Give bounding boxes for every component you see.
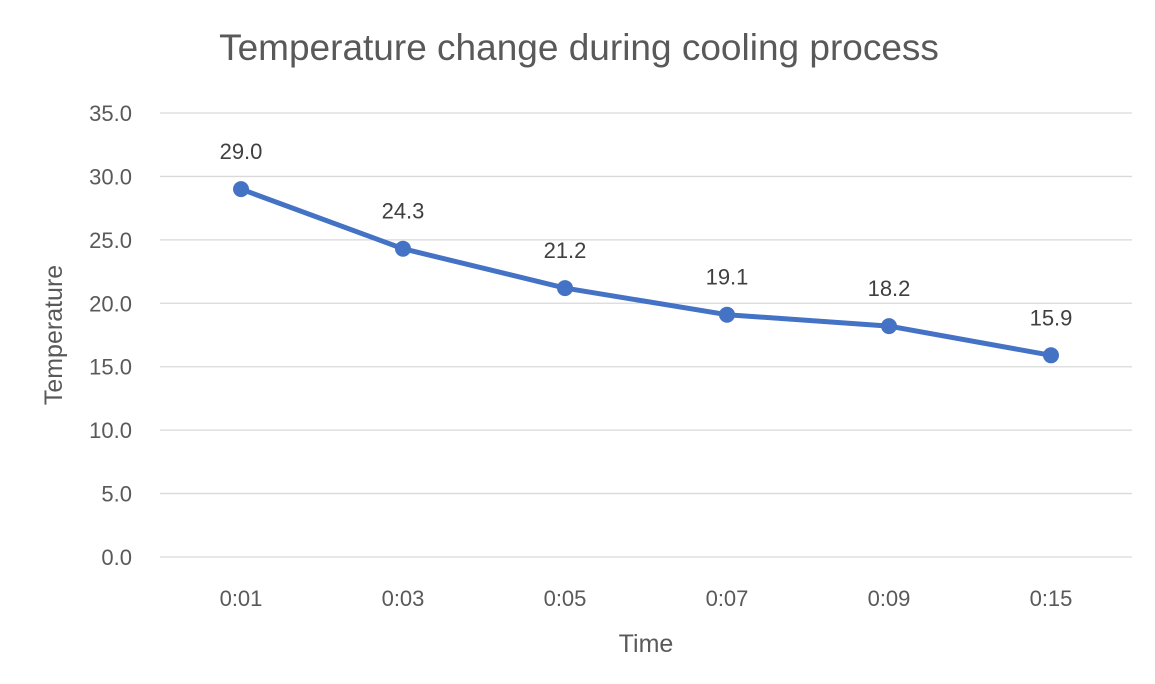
data-label: 24.3 <box>382 199 425 224</box>
x-tick-label: 0:01 <box>220 586 263 611</box>
data-label: 21.2 <box>544 238 587 263</box>
gridlines <box>160 112 1132 558</box>
x-axis-label: Time <box>619 630 674 658</box>
y-tick-label: 5.0 <box>101 482 132 507</box>
data-label: 18.2 <box>868 276 911 301</box>
data-point <box>233 181 249 198</box>
y-tick-label: 35.0 <box>89 101 132 126</box>
data-label: 15.9 <box>1030 305 1073 330</box>
data-point <box>1043 347 1059 364</box>
data-point <box>395 240 411 257</box>
data-label: 19.1 <box>706 265 749 290</box>
x-tick-label: 0:03 <box>382 586 425 611</box>
y-axis-label: Temperature <box>40 265 68 405</box>
data-point <box>719 306 735 323</box>
chart-title: Temperature change during cooling proces… <box>219 27 939 68</box>
y-tick-label: 25.0 <box>89 228 132 253</box>
data-labels: 29.0 24.3 21.2 19.1 18.2 15.9 <box>220 139 1073 330</box>
x-tick-label: 0:09 <box>868 586 911 611</box>
y-tick-label: 15.0 <box>89 355 132 380</box>
x-tick-label: 0:15 <box>1030 586 1073 611</box>
y-tick-label: 20.0 <box>89 291 132 316</box>
series-layer <box>233 181 1059 364</box>
data-point <box>557 280 573 297</box>
data-point <box>881 318 897 335</box>
y-tick-label: 30.0 <box>89 164 132 189</box>
y-tick-label: 0.0 <box>101 545 132 570</box>
x-tick-label: 0:07 <box>706 586 749 611</box>
x-axis-tick-labels: 0:01 0:03 0:05 0:07 0:09 0:15 <box>220 586 1073 611</box>
data-label: 29.0 <box>220 139 263 164</box>
x-tick-label: 0:05 <box>544 586 587 611</box>
y-axis-tick-labels: 0.0 5.0 10.0 15.0 20.0 25.0 30.0 35.0 <box>89 101 132 570</box>
series-line <box>238 186 1054 358</box>
y-tick-label: 10.0 <box>89 418 132 443</box>
